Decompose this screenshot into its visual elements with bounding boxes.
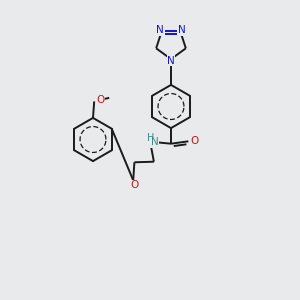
Text: N: N [157,25,164,35]
Text: O: O [130,180,139,190]
Text: N: N [151,137,159,147]
Text: H: H [147,133,154,143]
Text: O: O [190,136,199,146]
Text: O: O [96,95,105,105]
Text: N: N [167,56,175,66]
Text: O: O [131,180,139,190]
Text: N: N [178,25,185,35]
